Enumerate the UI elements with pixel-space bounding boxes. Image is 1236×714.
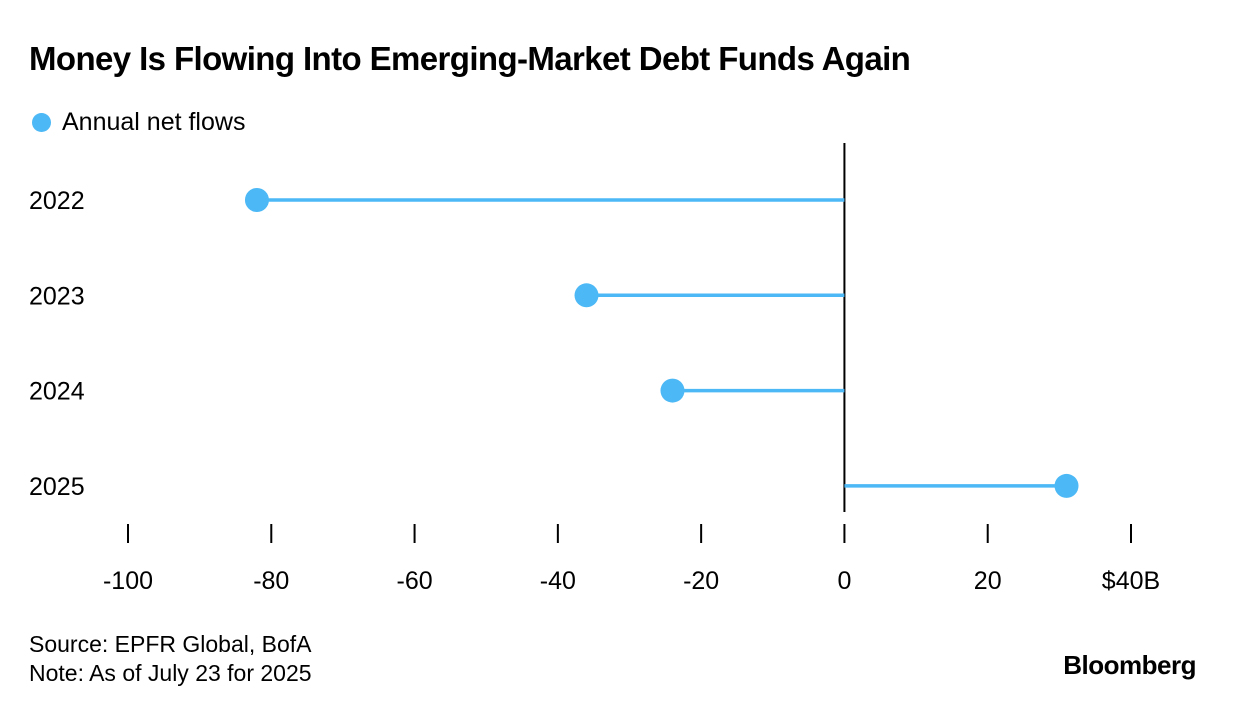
bloomberg-logo: Bloomberg	[1063, 650, 1196, 680]
date-note: Note: As of July 23 for 2025	[29, 660, 312, 686]
x-tick-label-5: 0	[837, 567, 851, 595]
legend-label: Annual net flows	[62, 107, 246, 136]
source-note: Source: EPFR Global, BofA	[29, 631, 312, 657]
dot-2023	[574, 283, 599, 308]
x-tick-label-0: -100	[103, 567, 153, 595]
x-tick-label-7: $40B	[1102, 567, 1160, 595]
dot-2025	[1054, 473, 1079, 498]
dot-2024	[660, 378, 685, 403]
year-label-2023: 2023	[29, 282, 85, 310]
legend: Annual net flows	[32, 106, 245, 138]
x-tick-label-6: 20	[974, 567, 1002, 595]
legend-marker	[32, 112, 51, 132]
chart-title: Money Is Flowing Into Emerging-Market De…	[29, 40, 911, 77]
x-tick-label-2: -60	[397, 567, 433, 595]
x-tick-label-4: -20	[683, 567, 719, 595]
x-tick-label-1: -80	[253, 567, 289, 595]
year-label-2025: 2025	[29, 473, 85, 501]
chart-footer: Source: EPFR Global, BofA Note: As of Ju…	[29, 630, 312, 688]
year-label-2022: 2022	[29, 187, 85, 215]
year-label-2024: 2024	[29, 378, 85, 406]
dot-2022	[244, 188, 269, 212]
x-tick-label-3: -40	[540, 567, 576, 595]
